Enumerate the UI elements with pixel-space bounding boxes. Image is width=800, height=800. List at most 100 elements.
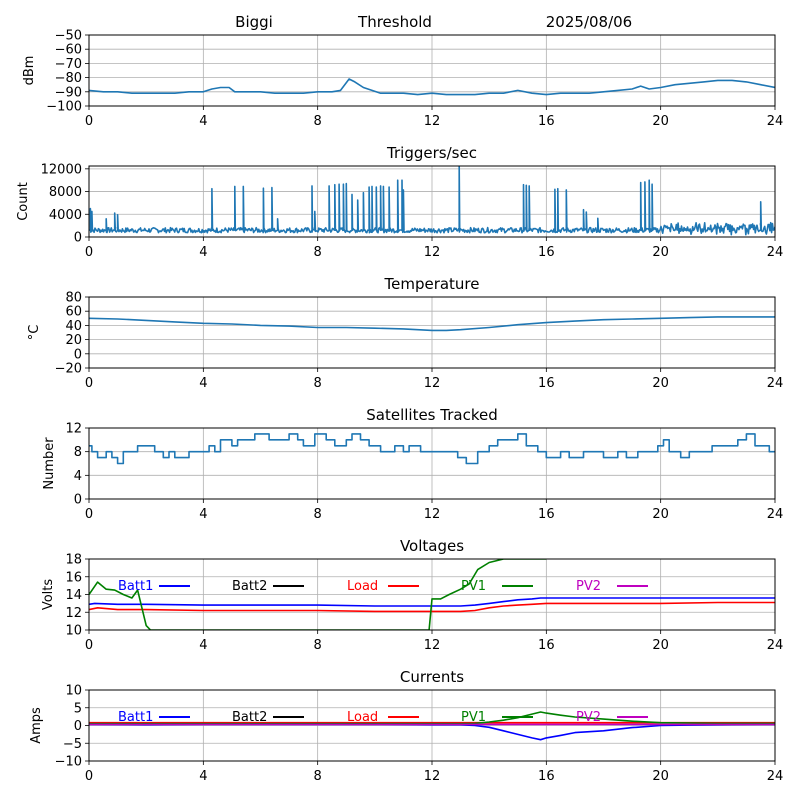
x-tick-label: 20 bbox=[652, 638, 669, 653]
series-line-temperature bbox=[89, 316, 775, 332]
series-temperature bbox=[89, 316, 775, 332]
grid-satellites bbox=[88, 427, 776, 500]
y-tick-label: 12 bbox=[65, 606, 82, 621]
x-tick-label: 12 bbox=[424, 769, 441, 784]
legend-label: Batt1 bbox=[118, 579, 153, 594]
series-line-satellites bbox=[89, 433, 775, 465]
legend-label: Batt1 bbox=[118, 710, 153, 725]
series-rssi bbox=[89, 78, 775, 96]
x-tick-label: 16 bbox=[538, 507, 555, 522]
legend-label: Load bbox=[347, 579, 378, 594]
y-axis-label: °C bbox=[27, 325, 42, 341]
station-name: Biggi bbox=[235, 13, 273, 31]
legend-label: PV1 bbox=[461, 710, 486, 725]
figure-header: Biggi Threshold 2025/08/06 bbox=[235, 13, 632, 31]
x-tick-label: 4 bbox=[199, 376, 207, 391]
y-tick-label: −70 bbox=[55, 57, 82, 72]
axes-frame bbox=[88, 558, 776, 631]
x-tick-label: 0 bbox=[85, 245, 93, 260]
panel-triggers: Triggers/sec Count 0 4 8 12 16 20 24 0 4000 8000 120… bbox=[16, 144, 783, 260]
y-tick-label: 16 bbox=[65, 570, 82, 585]
series-line-batt1 bbox=[89, 597, 775, 607]
x-tick-label: 24 bbox=[767, 769, 784, 784]
y-axis-label: Amps bbox=[29, 707, 44, 744]
y-tick-label: 0 bbox=[74, 347, 82, 362]
x-tick-label: 20 bbox=[652, 507, 669, 522]
y-tick-label: 12000 bbox=[41, 162, 82, 177]
legend-label: Batt2 bbox=[232, 579, 267, 594]
axes-frame bbox=[88, 34, 776, 107]
threshold-label: Threshold bbox=[357, 13, 432, 31]
y-tick-label: 4000 bbox=[49, 208, 82, 223]
x-tick-label: 16 bbox=[538, 376, 555, 391]
x-tick-label: 12 bbox=[424, 507, 441, 522]
axes-frame bbox=[88, 296, 776, 369]
y-tick-label: 18 bbox=[65, 553, 82, 568]
grid-voltages bbox=[88, 558, 776, 631]
series-line-triggers bbox=[89, 166, 775, 236]
x-tick-label: 24 bbox=[767, 245, 784, 260]
series-line-rssi bbox=[89, 78, 775, 96]
y-tick-label: 60 bbox=[65, 305, 82, 320]
x-tick-label: 0 bbox=[85, 769, 93, 784]
y-tick-label: −50 bbox=[55, 29, 82, 44]
y-tick-label: −20 bbox=[55, 362, 82, 377]
x-tick-label: 16 bbox=[538, 638, 555, 653]
series-line-pv1 bbox=[89, 559, 547, 630]
y-axis-label: dBm bbox=[22, 56, 37, 86]
x-tick-label: 0 bbox=[85, 507, 93, 522]
x-tick-label: 12 bbox=[424, 114, 441, 129]
x-tick-label: 20 bbox=[652, 376, 669, 391]
x-tick-label: 0 bbox=[85, 376, 93, 391]
x-tick-label: 20 bbox=[652, 245, 669, 260]
y-tick-label: −100 bbox=[46, 100, 82, 115]
y-tick-label: −60 bbox=[55, 43, 82, 58]
legend-label: PV1 bbox=[461, 579, 486, 594]
x-tick-label: 0 bbox=[85, 638, 93, 653]
y-tick-label: 80 bbox=[65, 291, 82, 306]
x-tick-label: 16 bbox=[538, 245, 555, 260]
legend-currents: Batt1 Batt2 Load PV1 PV2 bbox=[118, 710, 648, 725]
grid-temperature bbox=[88, 296, 776, 369]
y-tick-label: −10 bbox=[55, 755, 82, 770]
y-tick-label: 10 bbox=[65, 684, 82, 699]
x-tick-label: 8 bbox=[314, 507, 322, 522]
x-tick-label: 24 bbox=[767, 638, 784, 653]
series-currents bbox=[89, 711, 775, 741]
x-tick-label: 16 bbox=[538, 114, 555, 129]
panel-satellites: Satellites Tracked Number 0 4 8 12 16 20 24 0 4 8 12 bbox=[42, 406, 783, 522]
panel-title: Satellites Tracked bbox=[366, 406, 497, 424]
y-tick-label: −5 bbox=[63, 737, 82, 752]
x-tick-label: 8 bbox=[314, 245, 322, 260]
y-tick-label: 14 bbox=[65, 588, 82, 603]
legend-voltages: Batt1 Batt2 Load PV1 PV2 bbox=[118, 579, 648, 594]
panel-rssi: dBm 0 4 8 12 16 20 24 −100−90−80−70−60−50 bbox=[22, 29, 783, 130]
series-voltages bbox=[89, 559, 775, 630]
x-tick-label: 4 bbox=[199, 507, 207, 522]
x-tick-label: 20 bbox=[652, 114, 669, 129]
legend-label: Load bbox=[347, 710, 378, 725]
legend-label: Batt2 bbox=[232, 710, 267, 725]
axes-frame bbox=[88, 165, 776, 238]
y-tick-label: 4 bbox=[74, 469, 82, 484]
panel-title: Temperature bbox=[383, 275, 479, 293]
panel-title: Currents bbox=[400, 668, 464, 686]
x-tick-label: 0 bbox=[85, 114, 93, 129]
y-tick-label: 8000 bbox=[49, 185, 82, 200]
x-tick-label: 24 bbox=[767, 507, 784, 522]
x-tick-label: 8 bbox=[314, 114, 322, 129]
x-tick-label: 8 bbox=[314, 769, 322, 784]
y-tick-label: 20 bbox=[65, 333, 82, 348]
y-tick-label: 0 bbox=[74, 493, 82, 508]
y-tick-label: 10 bbox=[65, 624, 82, 639]
date-label: 2025/08/06 bbox=[546, 13, 632, 31]
x-tick-label: 4 bbox=[199, 245, 207, 260]
x-tick-label: 12 bbox=[424, 376, 441, 391]
y-axis-label: Number bbox=[42, 437, 57, 490]
x-tick-label: 8 bbox=[314, 376, 322, 391]
y-tick-label: 12 bbox=[65, 422, 82, 437]
series-triggers bbox=[89, 166, 775, 236]
